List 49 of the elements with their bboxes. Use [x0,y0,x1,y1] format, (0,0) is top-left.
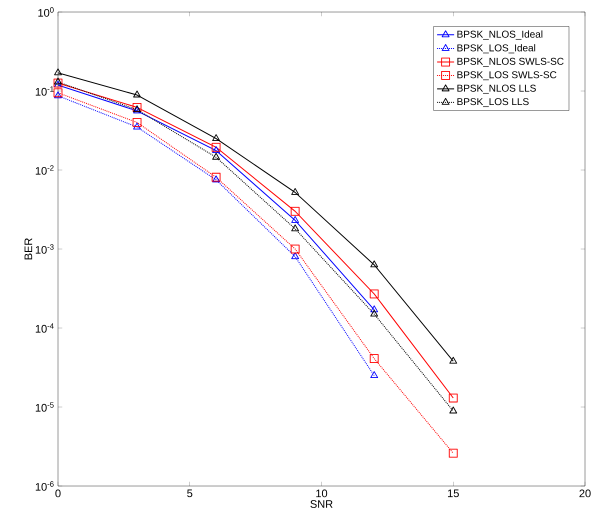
point [291,252,300,260]
x-tick-label: 0 [55,490,61,498]
point [370,354,379,364]
point [212,175,220,182]
point [54,91,62,98]
point [290,244,300,254]
point [370,305,378,312]
y-tick-label: 10$^{-3}$ [36,244,54,254]
x-tick-label: 20 [579,490,591,498]
legend-label: BPSK_LOS SWLS-SC [457,71,556,80]
y-tick-label: 10$^{-1}$ [36,86,54,96]
x-tick-label: 15 [448,490,459,498]
legend-label: BPSK_LOS_Ideal [457,44,536,54]
point [132,118,142,127]
point [291,224,300,232]
x-axis-title: SNR [310,500,333,508]
point [370,260,378,268]
point [212,146,220,154]
point [133,90,141,98]
point [290,206,300,216]
point [212,134,220,142]
point [291,188,300,195]
point [212,142,221,152]
point [370,371,378,378]
point [448,448,458,458]
y-axis-title: BER [24,238,32,260]
legend-label: BPSK_NLOS LLS [457,84,536,94]
y-tick-label: 10$^{-6}$ [36,481,54,491]
x-tick-label: 10 [316,490,328,498]
point [291,216,300,223]
point [449,356,458,364]
legend-label: BPSK_NLOS_Ideal [457,30,542,40]
point [212,152,220,160]
point [448,394,458,402]
legend-label: BPSK_NLOS SWLS-SC [457,58,564,67]
point [370,289,379,298]
y-tick-label: 10$^{0}$ [38,7,54,17]
point [133,122,141,130]
point [54,78,62,84]
x-tick-label: 5 [187,490,192,498]
point [54,88,62,98]
point [449,406,458,414]
y-tick-label: 10$^{-2}$ [36,165,54,175]
legend-label: BPSK_LOS LLS [457,98,529,108]
point [54,68,62,76]
point [370,310,378,317]
y-tick-label: 10$^{-5}$ [36,402,54,412]
point [212,172,221,182]
y-tick-label: 10$^{-4}$ [36,323,54,333]
